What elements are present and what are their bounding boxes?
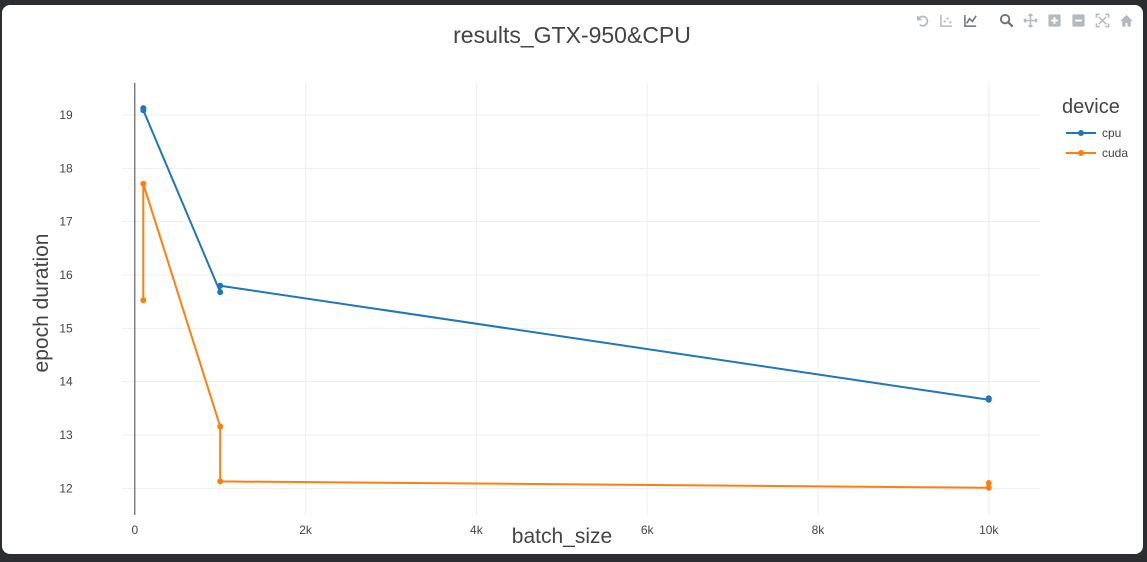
data-point-cuda <box>985 484 992 491</box>
x-tick-label: 8k <box>812 523 826 537</box>
pan-icon[interactable] <box>1021 11 1039 29</box>
y-axis-label: epoch duration <box>30 234 53 373</box>
data-point-cuda <box>140 180 147 187</box>
series-line-cpu <box>142 108 990 401</box>
line-chart: 0 2k 4k 6k 8k 10k 12 13 14 15 16 17 18 19 results_GTX-… <box>30 22 1128 548</box>
y-tick-label: 18 <box>59 161 73 175</box>
x-tick-label: 0 <box>131 523 138 537</box>
y-tick-label: 19 <box>59 108 73 122</box>
data-point-cuda <box>140 297 147 304</box>
x-tick-label: 6k <box>641 523 655 537</box>
zoom-icon[interactable] <box>997 11 1015 29</box>
data-point-cpu <box>140 107 147 114</box>
y-tick-label: 16 <box>59 268 73 282</box>
y-tick-label: 13 <box>59 428 73 442</box>
legend-swatch-marker-cuda <box>1078 150 1084 156</box>
data-point-cpu <box>217 282 224 289</box>
home-icon[interactable] <box>1117 11 1135 29</box>
autoscale-icon[interactable] <box>1093 11 1111 29</box>
data-point-cuda <box>217 478 224 485</box>
data-point-cpu <box>985 395 992 402</box>
legend-title: device <box>1062 96 1120 118</box>
plot-modebar <box>913 10 1135 30</box>
x-tick-label: 2k <box>299 523 313 537</box>
zoom-in-icon[interactable] <box>1045 11 1063 29</box>
plot-panel: 0 2k 4k 6k 8k 10k 12 13 14 15 16 17 18 19 results_GTX-… <box>2 5 1143 554</box>
y-tick-label: 12 <box>59 481 73 495</box>
legend-swatch-marker-cpu <box>1078 130 1084 136</box>
data-point-cpu <box>217 289 224 296</box>
x-axis-label: batch_size <box>512 525 612 548</box>
legend-item-cuda: cuda <box>1102 146 1128 160</box>
data-point-cuda <box>217 423 224 430</box>
y-tick-label: 17 <box>59 215 73 229</box>
compare-hover-icon[interactable] <box>937 11 955 29</box>
legend-item-cpu: cpu <box>1102 126 1121 140</box>
zoom-out-icon[interactable] <box>1069 11 1087 29</box>
chart-title: results_GTX-950&CPU <box>453 22 691 48</box>
x-tick-label: 10k <box>979 523 999 537</box>
spike-lines-icon[interactable] <box>961 11 979 29</box>
data-point-cuda <box>985 480 992 486</box>
y-tick-label: 15 <box>59 321 73 335</box>
x-tick-label: 4k <box>470 523 484 537</box>
reset-axes-icon[interactable] <box>913 11 931 29</box>
series-line-cuda <box>142 182 990 489</box>
y-tick-label: 14 <box>59 375 73 389</box>
